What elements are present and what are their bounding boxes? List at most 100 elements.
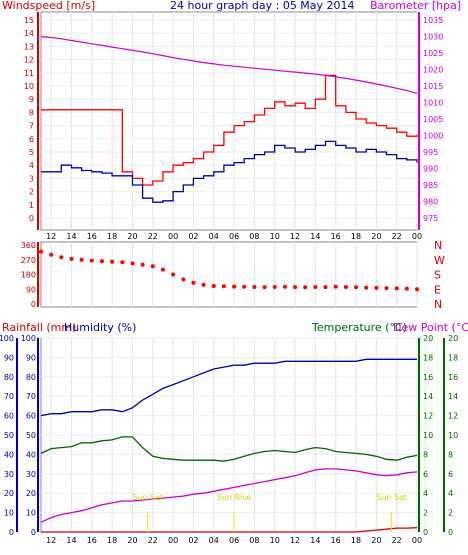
rainfall-tick-label: 50 [26, 431, 36, 440]
direction-tick-label: 270 [21, 256, 36, 265]
direction-point [130, 261, 135, 266]
direction-point [140, 262, 145, 267]
sun-annotation-label: Sun Set [132, 493, 163, 502]
dewpoint-tick-label: 0 [448, 528, 453, 537]
time-axis-label: 22 [148, 536, 158, 545]
direction-point [211, 284, 216, 288]
windspeed-tick-label: 6 [29, 135, 34, 144]
direction-point [181, 277, 186, 282]
time-axis-label: 16 [331, 232, 341, 241]
time-axis-label: 12 [290, 232, 300, 241]
dewpoint-tick-label: 4 [448, 489, 453, 498]
temperature-tick-label: 6 [423, 470, 428, 479]
direction-point [252, 285, 257, 289]
barometer-tick-label: 995 [423, 148, 438, 157]
rainfall-tick-label: 90 [26, 353, 36, 362]
rainfall-tick-label: 80 [26, 373, 36, 382]
time-axis-label: 14 [310, 232, 320, 241]
direction-point [160, 267, 165, 272]
barometer-tick-label: 990 [423, 165, 438, 174]
direction-point [150, 264, 155, 269]
time-axis-label: 08 [249, 232, 259, 241]
sun-annotation-label: Sun Set [376, 493, 407, 502]
windspeed-axis-label: Windspeed [m/s] [2, 0, 95, 12]
compass-label: N [434, 298, 442, 311]
direction-point [343, 285, 348, 289]
time-axis-label: 16 [87, 536, 97, 545]
humidity-tick-label: 0 [9, 528, 14, 537]
barometer-tick-label: 1030 [423, 33, 443, 42]
direction-point [100, 259, 104, 264]
direction-point [242, 284, 247, 289]
temperature-tick-label: 14 [423, 392, 433, 401]
direction-point [191, 280, 196, 285]
windspeed-tick-label: 7 [29, 122, 34, 131]
sun-annotation-label: Sun Rise [217, 493, 252, 502]
direction-tick-label: 360 [21, 241, 36, 250]
time-axis-label: 20 [127, 536, 137, 545]
rainfall-axis-label: Rainfall (mm) [2, 321, 76, 334]
rainfall-tick-label: 40 [26, 450, 36, 459]
chart-title: 24 hour graph day : 05 May 2014 [170, 0, 355, 12]
temperature-axis-label: Temperature (°C) [311, 321, 407, 334]
humidity-tick-label: 40 [4, 450, 14, 459]
windspeed-tick-label: 11 [24, 69, 34, 78]
time-axis-label: 20 [371, 536, 381, 545]
dewpoint-tick-label: 12 [448, 412, 458, 421]
windspeed-tick-label: 15 [24, 16, 34, 25]
barometer-tick-label: 1025 [423, 49, 443, 58]
windspeed-tick-label: 8 [29, 108, 34, 117]
rainfall-tick-label: 60 [26, 412, 36, 421]
time-axis-label: 12 [46, 536, 56, 545]
temperature-tick-label: 0 [423, 528, 428, 537]
rainfall-tick-label: 10 [26, 509, 36, 518]
direction-point [354, 285, 358, 290]
gust-series-line [41, 74, 418, 186]
windspeed-tick-label: 10 [24, 82, 34, 91]
rainfall-tick-label: 100 [21, 334, 36, 343]
dewpoint-tick-label: 16 [448, 373, 458, 382]
time-axis-label: 18 [107, 232, 117, 241]
compass-label: S [434, 269, 441, 282]
direction-point [404, 286, 409, 291]
humidity-tick-label: 10 [4, 509, 14, 518]
time-axis-label: 10 [270, 232, 280, 241]
temperature-tick-label: 16 [423, 373, 433, 382]
time-axis-label: 20 [127, 232, 137, 241]
direction-point [313, 285, 318, 289]
direction-point [415, 287, 419, 292]
direction-point [364, 285, 369, 290]
humidity-axis-label: Humidity (%) [64, 321, 136, 334]
time-axis-label: 00 [168, 232, 178, 241]
dewpoint-tick-label: 8 [448, 450, 453, 459]
windspeed-tick-label: 0 [29, 214, 34, 223]
direction-tick-label: 0 [31, 300, 36, 309]
time-axis-label: 18 [107, 536, 117, 545]
direction-point [39, 249, 43, 254]
direction-point [293, 285, 298, 290]
compass-label: E [434, 283, 441, 296]
time-axis-label: 00 [412, 232, 422, 241]
temperature-tick-label: 18 [423, 353, 433, 362]
barometer-tick-label: 1000 [423, 132, 443, 141]
temperature-tick-label: 10 [423, 431, 433, 440]
rainfall-tick-label: 0 [31, 528, 36, 537]
direction-point [374, 285, 379, 290]
time-axis-label: 08 [249, 536, 259, 545]
time-axis-label: 14 [66, 536, 76, 545]
direction-point [201, 282, 206, 287]
rainfall-tick-label: 70 [26, 392, 36, 401]
windspeed-tick-label: 12 [24, 56, 34, 65]
time-axis-label: 12 [46, 232, 56, 241]
direction-point [69, 256, 74, 261]
time-axis-label: 20 [371, 232, 381, 241]
direction-point [262, 285, 267, 290]
windspeed-tick-label: 5 [29, 148, 34, 157]
windspeed-tick-label: 3 [29, 174, 34, 183]
direction-point [120, 260, 125, 265]
direction-point [394, 286, 399, 291]
barometer-tick-label: 1020 [423, 66, 443, 75]
temperature-tick-label: 20 [423, 334, 433, 343]
